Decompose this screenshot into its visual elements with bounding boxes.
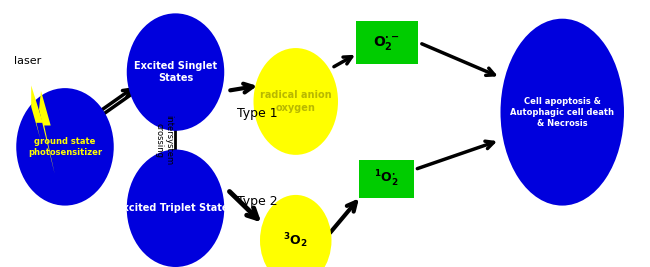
Text: Excited Singlet
States: Excited Singlet States (134, 61, 217, 83)
Ellipse shape (260, 195, 332, 267)
Text: radical anion
oxygen: radical anion oxygen (260, 90, 332, 113)
Text: Type 1: Type 1 (237, 107, 278, 120)
Text: $\mathregular{^3O_2}$: $\mathregular{^3O_2}$ (283, 231, 308, 250)
Text: intersystem
crossing: intersystem crossing (154, 115, 174, 165)
Text: Excited Triplet States: Excited Triplet States (116, 203, 235, 213)
Ellipse shape (254, 48, 338, 155)
Text: laser: laser (14, 56, 41, 66)
Ellipse shape (16, 88, 114, 206)
FancyBboxPatch shape (356, 21, 417, 64)
Ellipse shape (127, 13, 224, 131)
Text: $\mathregular{^1O_2^{\bullet}}$: $\mathregular{^1O_2^{\bullet}}$ (374, 169, 399, 189)
Text: Type 2: Type 2 (237, 195, 278, 208)
Ellipse shape (500, 19, 624, 206)
Text: Cell apoptosis &
Autophagic cell death
& Necrosis: Cell apoptosis & Autophagic cell death &… (510, 97, 614, 128)
Polygon shape (39, 91, 55, 174)
Text: $\mathregular{O_2^{\bullet-}}$: $\mathregular{O_2^{\bullet-}}$ (374, 34, 400, 52)
Text: ground state
photosensitizer: ground state photosensitizer (28, 137, 102, 157)
Ellipse shape (127, 150, 224, 267)
Polygon shape (31, 85, 48, 171)
FancyBboxPatch shape (359, 160, 415, 198)
